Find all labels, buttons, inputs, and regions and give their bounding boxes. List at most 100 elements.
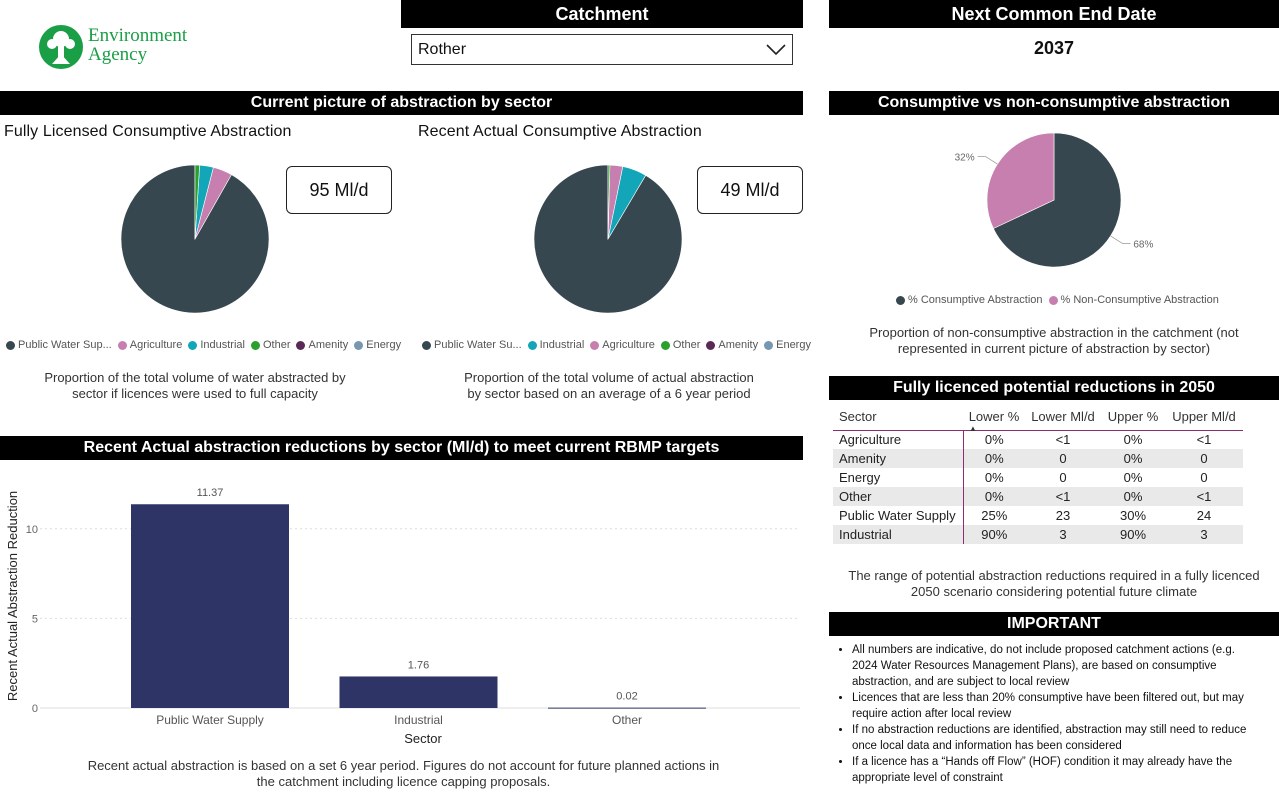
important-item-line: 2024 Water Resources Management Plans), … bbox=[852, 660, 1217, 672]
table-cell: Industrial bbox=[833, 525, 964, 544]
table-cell: 0 bbox=[1200, 470, 1208, 485]
legend-label: Agriculture bbox=[129, 339, 183, 351]
consumptive-pie-chart: 68% 32% bbox=[955, 132, 1154, 268]
catchment-selected: Rother bbox=[418, 40, 467, 58]
licensed-caption: Proportion of the total volume of water … bbox=[0, 370, 390, 402]
licensed-legend-item[interactable]: Industrial bbox=[188, 339, 245, 351]
table-cell: 0% bbox=[1123, 489, 1143, 504]
licensed-kpi: 95 Ml/d bbox=[286, 166, 392, 214]
legend-label: Public Water Sup... bbox=[18, 339, 112, 351]
bar-value-label: 11.37 bbox=[197, 487, 224, 499]
legend-label: Energy bbox=[366, 339, 402, 351]
y-tick-label: 10 bbox=[26, 524, 38, 536]
pie-value-label: 32% bbox=[955, 153, 975, 164]
table-cell: Energy bbox=[833, 468, 964, 487]
actual-pie-slice[interactable] bbox=[607, 164, 611, 240]
actual-caption-line-1: Proportion of the total volume of actual… bbox=[464, 370, 754, 385]
table-cell: 0% bbox=[984, 489, 1004, 504]
table-cell: 0% bbox=[984, 451, 1004, 466]
logo-line-1: Environment bbox=[88, 25, 188, 46]
consumptive-pie-slice[interactable] bbox=[986, 132, 1055, 229]
table-cell: 23 bbox=[1055, 508, 1071, 523]
legend-dot-icon bbox=[354, 340, 364, 350]
actual-legend-item[interactable]: Amenity bbox=[706, 339, 758, 351]
pie-leader-line bbox=[977, 156, 998, 165]
tree-logo-icon bbox=[39, 25, 83, 69]
important-item-line: Licences that are less than 20% consumpt… bbox=[852, 692, 1244, 704]
important-item: All numbers are indicative, do not inclu… bbox=[852, 642, 1270, 690]
y-tick-label: 5 bbox=[32, 613, 38, 625]
important-item-line: require action after local review bbox=[852, 708, 1012, 720]
column-header-upper-pct[interactable]: Upper % bbox=[1107, 409, 1159, 425]
licensed-pie-slice[interactable] bbox=[194, 164, 200, 240]
table-row[interactable]: Public Water Supply 25% 23 30% 24 bbox=[833, 506, 1243, 525]
licensed-legend: Public Water Sup... Agriculture Industrial… bbox=[6, 339, 401, 351]
licensed-legend-item[interactable]: Energy bbox=[354, 339, 401, 351]
table-row[interactable]: Energy 0% 0 0% 0 bbox=[833, 468, 1243, 487]
consumptive-pie-slice[interactable] bbox=[992, 132, 1122, 268]
table-cell: 0 bbox=[1200, 451, 1208, 466]
bar-caption-line-1: Recent actual abstraction is based on a … bbox=[87, 758, 720, 773]
legend-dot-icon bbox=[296, 340, 306, 350]
sort-ascending-icon: ▲ bbox=[969, 423, 977, 433]
bar-caption-line-2: the catchment including licence capping … bbox=[256, 774, 551, 789]
consumptive-legend-item[interactable]: % Consumptive Abstraction bbox=[896, 294, 1043, 306]
licensed-legend-item[interactable]: Agriculture bbox=[117, 339, 183, 351]
consumptive-legend-item[interactable]: % Non-Consumptive Abstraction bbox=[1048, 294, 1219, 306]
table-cell: 0 bbox=[1059, 451, 1067, 466]
reductions-table: Sector Lower % ▲ Lower Ml/d Upper % Uppe… bbox=[833, 404, 1243, 544]
legend-dot-icon bbox=[188, 340, 198, 350]
important-list: All numbers are indicative, do not inclu… bbox=[830, 642, 1270, 786]
reductions-table-header: Fully licenced potential reductions in 2… bbox=[829, 376, 1279, 400]
table-cell: 0% bbox=[1123, 470, 1143, 485]
actual-caption: Proportion of the total volume of actual… bbox=[414, 370, 804, 402]
chevron-down-icon bbox=[766, 43, 786, 55]
table-cell: <1 bbox=[1055, 489, 1071, 504]
legend-label: Industrial bbox=[539, 339, 585, 351]
actual-legend-item[interactable]: Other bbox=[660, 339, 701, 351]
licensed-legend-item[interactable]: Amenity bbox=[296, 339, 348, 351]
table-cell: 24 bbox=[1196, 508, 1212, 523]
legend-label: % Non-Consumptive Abstraction bbox=[1060, 294, 1219, 306]
table-cell: <1 bbox=[1196, 432, 1212, 448]
important-item: If a licence has a “Hands off Flow” (HOF… bbox=[852, 754, 1270, 786]
consumptive-header: Consumptive vs non-consumptive abstracti… bbox=[829, 91, 1279, 115]
legend-label: Other bbox=[672, 339, 701, 351]
actual-legend-item[interactable]: Industrial bbox=[527, 339, 585, 351]
legend-label: Amenity bbox=[308, 339, 349, 351]
important-item-line: abstraction, and are subject to local re… bbox=[852, 676, 1070, 688]
column-header-lower-pct[interactable]: Lower % ▲ bbox=[963, 404, 1025, 433]
consumptive-legend: % Consumptive Abstraction % Non-Consumpti… bbox=[896, 294, 1219, 306]
important-item-line: If no abstraction reductions are identif… bbox=[852, 724, 1247, 736]
table-cell: 3 bbox=[1200, 527, 1208, 542]
actual-legend-item[interactable]: Public Water Su... bbox=[422, 339, 522, 351]
column-header-sector[interactable]: Sector bbox=[839, 409, 877, 425]
table-row[interactable]: Other 0% <1 0% <1 bbox=[833, 487, 1243, 506]
bar-public-water-supply[interactable] bbox=[131, 504, 289, 708]
legend-dot-icon bbox=[6, 340, 15, 350]
table-row[interactable]: Agriculture 0% <1 0% <1 bbox=[833, 430, 1243, 449]
actual-legend-item[interactable]: Energy bbox=[764, 339, 811, 351]
legend-label: Industrial bbox=[200, 339, 245, 351]
table-row[interactable]: Amenity 0% 0 0% 0 bbox=[833, 449, 1243, 468]
important-item: Licences that are less than 20% consumpt… bbox=[852, 690, 1270, 722]
catchment-dropdown[interactable]: Rother bbox=[411, 34, 793, 65]
actual-legend-item[interactable]: Agriculture bbox=[590, 339, 655, 351]
pie-leader-line bbox=[1110, 235, 1131, 244]
reductions-table-container: Sector Lower % ▲ Lower Ml/d Upper % Uppe… bbox=[833, 404, 1243, 544]
table-cell: 0% bbox=[984, 470, 1004, 485]
legend-label: Amenity bbox=[718, 339, 759, 351]
bar-other[interactable] bbox=[548, 707, 706, 709]
current-picture-header: Current picture of abstraction by sector bbox=[0, 91, 803, 115]
legend-dot-icon bbox=[706, 340, 716, 350]
column-header-upper-mld[interactable]: Upper Ml/d bbox=[1172, 409, 1236, 425]
important-header: IMPORTANT bbox=[829, 612, 1279, 636]
y-axis-label: Recent Actual Abstraction Reduction bbox=[5, 491, 20, 701]
column-header-lower-mld[interactable]: Lower Ml/d bbox=[1031, 409, 1095, 425]
table-row[interactable]: Industrial 90% 3 90% 3 bbox=[833, 525, 1243, 544]
table-cell: <1 bbox=[1055, 432, 1071, 448]
licensed-legend-item[interactable]: Other bbox=[250, 339, 290, 351]
bar-industrial[interactable] bbox=[339, 676, 498, 708]
important-item: If no abstraction reductions are identif… bbox=[852, 722, 1270, 754]
licensed-legend-item[interactable]: Public Water Sup... bbox=[6, 339, 112, 351]
